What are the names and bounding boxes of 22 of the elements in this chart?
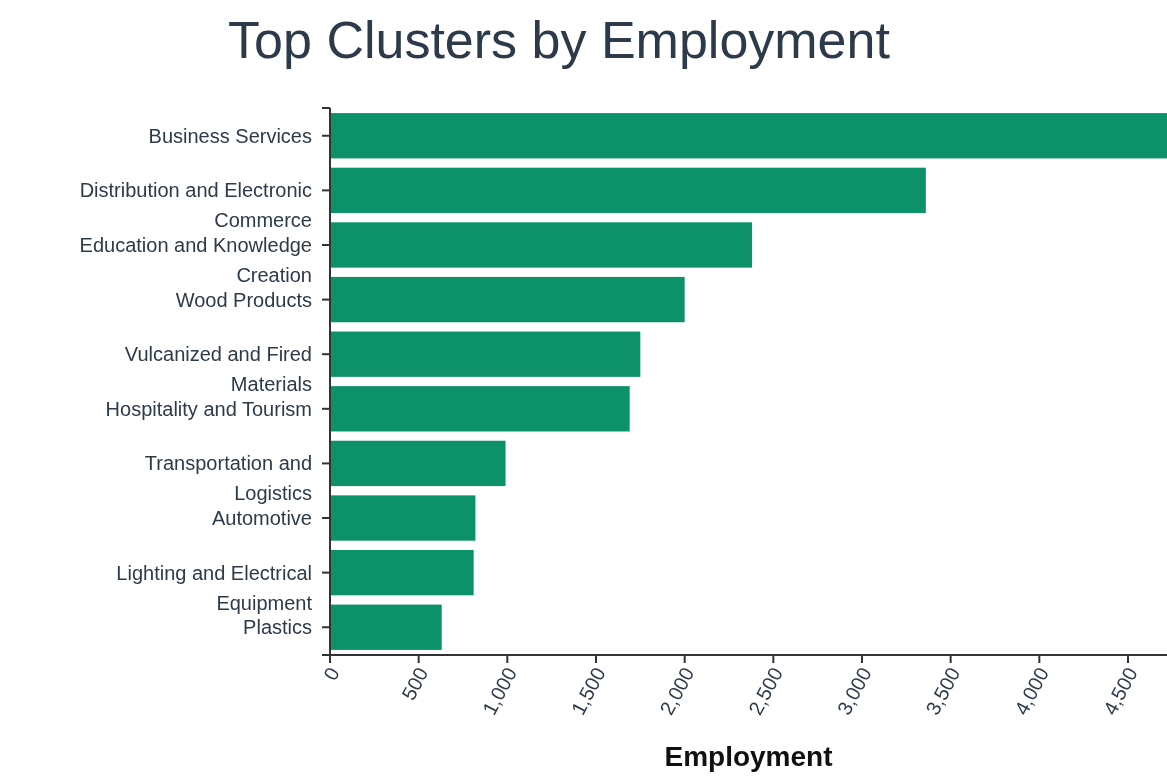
x-tick-label: 3,000 <box>832 663 876 719</box>
x-tick-label: 3,500 <box>921 663 965 719</box>
y-tick-label: Automotive <box>211 507 312 530</box>
x-tick-label: 1,000 <box>478 663 522 719</box>
y-tick-label: Education and Knowledge Creation <box>79 233 312 286</box>
x-tick-label: 500 <box>397 663 433 704</box>
x-tick-label: 0 <box>319 663 344 684</box>
y-tick-label: Distribution and Electronic Commerce <box>79 179 312 232</box>
x-tick-label: 4,500 <box>1098 663 1142 719</box>
y-tick-label: Lighting and Electrical Equipment <box>116 561 313 614</box>
x-axis-title: Employment <box>664 741 833 772</box>
x-tick-label: 4,000 <box>1010 663 1054 719</box>
x-tick-label: 1,500 <box>566 663 610 719</box>
y-tick-label: Transportation and Logistics <box>144 452 312 505</box>
chart-title: Top Clusters by Employment <box>228 11 891 69</box>
y-tick-label: Business Services <box>148 124 312 147</box>
x-tick-label: 2,500 <box>744 663 788 719</box>
y-tick-label: Vulcanized and Fired Materials <box>124 343 312 396</box>
y-tick-label: Plastics <box>243 616 312 639</box>
y-tick-label: Hospitality and Tourism <box>105 397 312 420</box>
y-tick-label: Wood Products <box>175 288 312 311</box>
x-tick-label: 2,000 <box>655 663 699 719</box>
